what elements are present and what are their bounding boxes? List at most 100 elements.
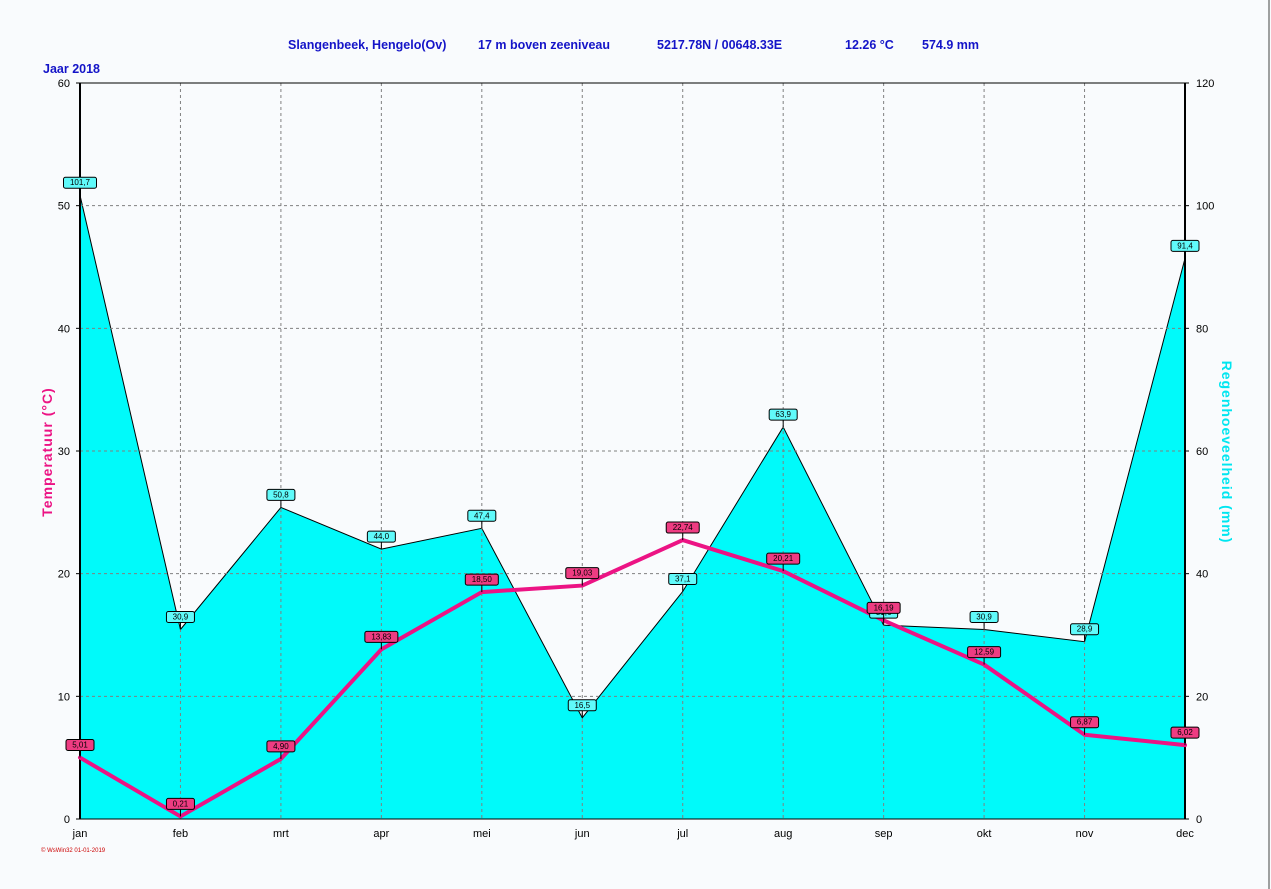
temperature-data-label-text: 22,74 [673, 523, 694, 532]
rain-data-label-text: 91,4 [1177, 241, 1193, 250]
y-right-tick-label: 120 [1196, 78, 1214, 90]
rain-data-label-text: 47,4 [474, 511, 490, 520]
temperature-data-label-box [967, 646, 1002, 659]
temperature-data-label: 18,50 [464, 573, 499, 593]
temperature-data-label-box [364, 630, 399, 643]
rain-data-label-box [266, 488, 296, 501]
rain-data-label-box [1170, 239, 1200, 252]
credit-text: © WsWin32 01-01-2019 [41, 847, 106, 854]
rain-area-outline [79, 195, 1186, 719]
axes [76, 82, 1189, 820]
rain-data-label: 16,5 [567, 699, 597, 718]
x-tick-label: mrt [273, 828, 289, 840]
grid [80, 83, 1185, 819]
x-tick-label: aug [774, 828, 792, 840]
rain-data-label-box [1070, 623, 1100, 636]
temperature-data-label: 4,90 [266, 740, 296, 759]
rain-data-label-text: 28,9 [1077, 625, 1093, 634]
temperature-line [78, 538, 1187, 819]
temperature-data-label: 19,03 [565, 567, 600, 586]
y-left-tick-label: 60 [58, 78, 70, 90]
tick-labels: 0 10 20 30 40 50 60 0 20 40 60 80 100 120 jan feb mrt apr… [58, 78, 1215, 840]
x-tick-label: apr [373, 828, 389, 840]
y-right-tick-label: 20 [1196, 691, 1208, 703]
temperature-data-label-box [1170, 726, 1200, 739]
temperature-data-label-box [665, 521, 700, 534]
y-axis-left-title: Temperatuur (°C) [39, 387, 55, 516]
temperature-data-label-text: 6,02 [1177, 728, 1193, 737]
temperature-data-label-box [1070, 716, 1100, 729]
data-labels: 101,730,950,844,047,416,537,163,931,630,… [63, 176, 1200, 817]
rain-data-label-box [567, 699, 597, 712]
temperature-data-label-text: 6,87 [1077, 718, 1093, 727]
temperature-data-label: 22,74 [665, 521, 700, 541]
rain-data-label-text: 101,7 [70, 178, 91, 187]
rain-data-label-text: 30,9 [976, 612, 992, 621]
temperature-data-label: 5,01 [65, 739, 95, 758]
temperature-data-label-box [65, 739, 95, 752]
total-rainfall: 574.9 mm [922, 38, 979, 52]
temperature-data-label-box [866, 601, 901, 614]
x-tick-label: jun [574, 828, 590, 840]
rain-area-layer [79, 195, 1186, 820]
x-tick-label: dec [1176, 828, 1194, 840]
rain-data-label: 28,9 [1070, 623, 1100, 642]
temperature-data-label-text: 4,90 [273, 742, 289, 751]
x-tick-label: jul [676, 828, 688, 840]
temperature-data-label-box [165, 797, 195, 810]
y-left-tick-label: 50 [58, 201, 70, 213]
rain-data-label-text: 16,5 [574, 701, 590, 710]
y-left-tick-label: 0 [64, 814, 70, 826]
y-right-tick-label: 60 [1196, 446, 1208, 458]
rain-data-label: 30,9 [969, 610, 999, 630]
x-tick-label: jan [72, 828, 88, 840]
rain-data-label-box [668, 572, 698, 585]
rain-data-label-box [467, 509, 497, 522]
x-tick-label: nov [1076, 828, 1094, 840]
temperature-line-layer [78, 538, 1187, 819]
rain-data-label: 91,4 [1170, 239, 1200, 259]
temperature-data-label: 6,02 [1170, 726, 1200, 746]
y-left-tick-label: 20 [58, 569, 70, 581]
temperature-data-label: 0,21 [165, 797, 195, 817]
rain-data-label-box [165, 610, 195, 623]
y-right-tick-label: 40 [1196, 569, 1208, 581]
x-tick-label: mei [473, 828, 491, 840]
temperature-data-label-text: 20,21 [773, 554, 794, 563]
rain-data-label-text: 50,8 [273, 490, 289, 499]
y-axis-right-title: Regenhoeveelheid (mm) [1219, 361, 1235, 544]
y-right-tick-label: 0 [1196, 814, 1202, 826]
rain-data-label-box [366, 530, 396, 543]
rain-data-label: 50,8 [266, 488, 296, 508]
x-tick-label: okt [977, 828, 992, 840]
rain-data-label: 37,1 [668, 572, 698, 592]
station-name: Slangenbeek, Hengelo(Ov) [288, 38, 446, 52]
station-coordinates: 5217.78N / 00648.33E [657, 38, 782, 52]
y-left-tick-label: 10 [58, 691, 70, 703]
temperature-data-label-box [464, 573, 499, 586]
rain-data-label: 101,7 [63, 176, 97, 196]
x-tick-label: feb [173, 828, 188, 840]
year-label: Jaar 2018 [43, 62, 100, 76]
temperature-data-label-text: 12,59 [974, 648, 995, 657]
temperature-data-label-text: 16,19 [874, 603, 895, 612]
temperature-data-label-box [565, 567, 600, 580]
station-elevation: 17 m boven zeeniveau [478, 38, 610, 52]
temperature-data-label: 6,87 [1070, 716, 1100, 735]
rain-data-label: 44,0 [366, 530, 396, 550]
y-left-tick-label: 30 [58, 446, 70, 458]
y-left-tick-label: 40 [58, 323, 70, 335]
temperature-data-label-text: 0,21 [173, 799, 189, 808]
rain-data-label-box [768, 408, 798, 421]
rain-data-label-box [63, 176, 97, 189]
temperature-data-label: 16,19 [866, 601, 901, 621]
temperature-data-label-box [266, 740, 296, 753]
y-right-tick-label: 100 [1196, 201, 1214, 213]
temperature-data-label-text: 5,01 [72, 741, 88, 750]
rain-data-label: 63,9 [768, 408, 798, 428]
y-right-tick-label: 80 [1196, 323, 1208, 335]
temperature-data-label: 12,59 [967, 646, 1002, 665]
temperature-data-label-text: 13,83 [371, 632, 392, 641]
temperature-data-label-text: 18,50 [472, 575, 493, 584]
